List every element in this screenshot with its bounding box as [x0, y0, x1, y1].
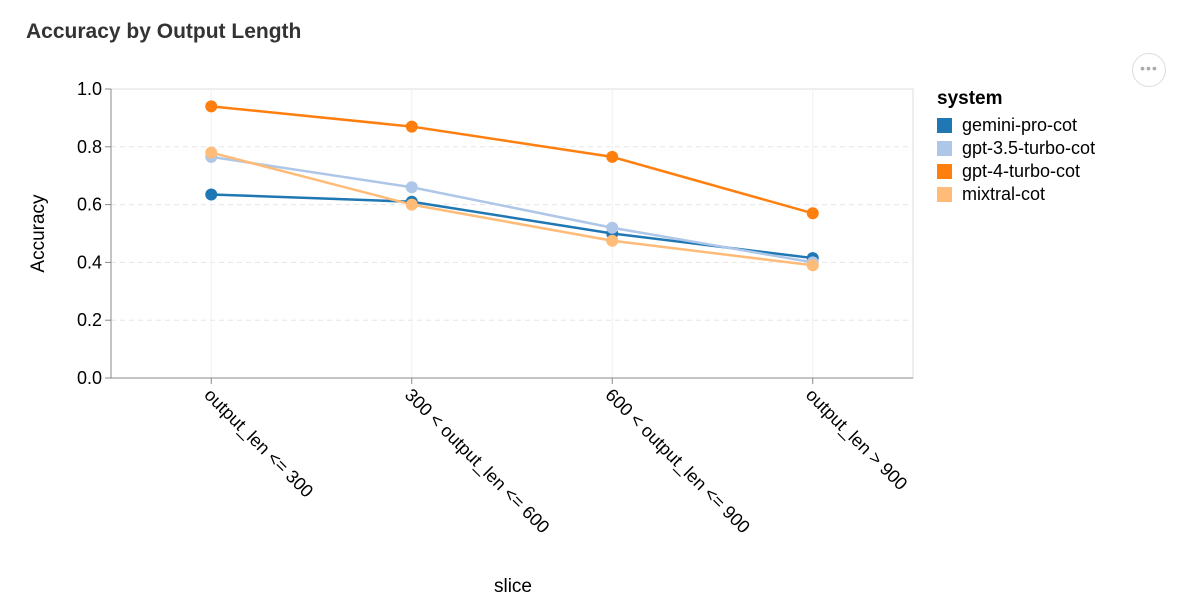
x-tick-label: output_len > 900	[801, 385, 911, 495]
chart-title: Accuracy by Output Length	[26, 20, 302, 43]
legend-title: system	[937, 88, 1003, 109]
data-point	[405, 198, 418, 211]
legend-swatch	[937, 187, 952, 202]
ellipsis-icon: •••	[1140, 60, 1158, 76]
legend-item: gpt-4-turbo-cot	[937, 160, 1095, 183]
legend-item: mixtral-cot	[937, 183, 1095, 206]
legend-label: gpt-3.5-turbo-cot	[962, 138, 1096, 158]
series-line	[211, 155, 813, 264]
legend-swatch	[937, 141, 952, 156]
y-tick-label: 0.8	[77, 137, 102, 157]
chart-actions-button[interactable]: •••	[1132, 53, 1166, 87]
series-line	[211, 193, 813, 260]
series-line	[210, 151, 813, 267]
y-tick-label: 0.2	[77, 310, 102, 330]
plot-frame	[110, 88, 914, 379]
data-point	[606, 234, 619, 247]
legend-label: gemini-pro-cot	[962, 115, 1078, 135]
y-axis-title: Accuracy	[28, 194, 49, 273]
y-tick-label: 1.0	[77, 79, 102, 99]
legend-swatch	[937, 164, 952, 179]
data-point	[606, 150, 619, 163]
x-tick-label: 600 < output_len <= 900	[601, 385, 754, 538]
legend-label: gpt-4-turbo-cot	[962, 161, 1081, 181]
data-point	[806, 207, 819, 220]
legend: system gemini-pro-cot gpt-3.5-turbo-cot gp…	[937, 88, 1095, 206]
data-point	[405, 181, 418, 194]
legend-items: gemini-pro-cot gpt-3.5-turbo-cot gpt-4-tur…	[937, 114, 1095, 206]
y-tick-label: 0.6	[77, 195, 102, 215]
data-point	[405, 120, 418, 133]
data-point	[606, 221, 619, 234]
legend-swatch	[937, 118, 952, 133]
data-point	[806, 259, 819, 272]
data-point	[205, 146, 218, 159]
data-point	[205, 100, 218, 113]
series-line	[211, 105, 814, 215]
y-tick-label: 0.4	[77, 252, 102, 272]
legend-item: gpt-3.5-turbo-cot	[937, 137, 1095, 160]
y-tick-label: 0.0	[77, 368, 102, 388]
legend-label: mixtral-cot	[962, 184, 1046, 204]
x-tick-label: 300 < output_len <= 600	[400, 385, 553, 538]
legend-item: gemini-pro-cot	[937, 114, 1095, 137]
x-axis-title: slice	[494, 576, 532, 597]
data-point	[205, 188, 218, 201]
x-tick-label: output_len <= 300	[200, 385, 317, 502]
